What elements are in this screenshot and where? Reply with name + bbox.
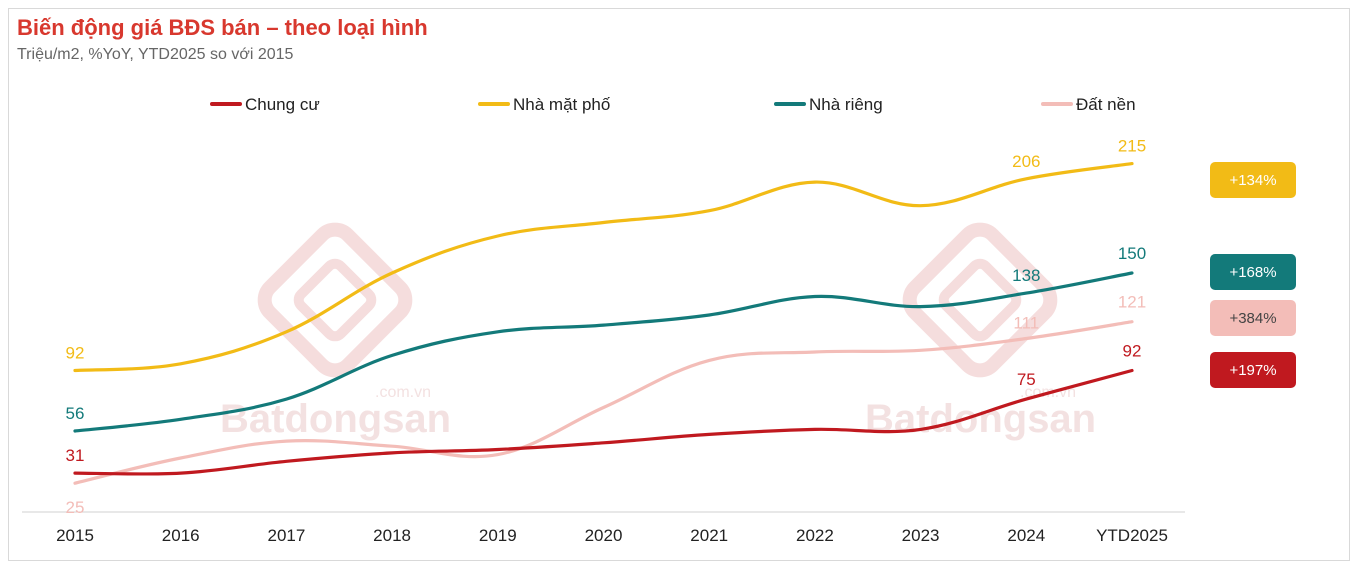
x-tick-label: 2015 — [56, 526, 94, 545]
legend-item: Nhà riêng — [774, 95, 883, 114]
badge-background — [1210, 300, 1296, 336]
x-tick-label: 2019 — [479, 526, 517, 545]
legend-item: Đất nền — [1041, 95, 1136, 114]
data-label: 56 — [66, 404, 85, 423]
x-tick-label: YTD2025 — [1096, 526, 1168, 545]
legend-label: Đất nền — [1076, 95, 1136, 114]
badge-label: +134% — [1229, 172, 1276, 189]
x-tick-label: 2023 — [902, 526, 940, 545]
series-line — [73, 320, 1134, 485]
watermark-logo: Batdongsan.com.vn — [865, 222, 1096, 441]
legend-label: Nhà riêng — [809, 95, 883, 114]
data-label: 121 — [1118, 293, 1146, 312]
change-badge: +168% — [1210, 254, 1296, 290]
data-label: 111 — [1013, 314, 1039, 333]
data-label: 150 — [1118, 244, 1146, 263]
legend: Chung cư Nhà mặt phố Nhà riêng Đất nền — [210, 95, 1136, 114]
data-label: 215 — [1118, 137, 1146, 156]
watermark-brand: Batdongsan — [220, 397, 451, 441]
data-label: 75 — [1017, 370, 1036, 389]
legend-label: Nhà mặt phố — [513, 95, 611, 114]
badge-label: +168% — [1229, 264, 1276, 281]
data-label: 92 — [66, 344, 85, 363]
data-label: 206 — [1012, 152, 1040, 171]
x-tick-label: 2022 — [796, 526, 834, 545]
change-badges: +197% +134% +168% +384% — [1210, 162, 1296, 388]
badge-label: +384% — [1229, 310, 1276, 327]
watermark-shape — [293, 258, 377, 342]
badge-background — [1210, 254, 1296, 290]
data-labels: 31 75 92 92 206 215 56 138 150 25 111 121 — [66, 137, 1147, 518]
watermark-domain: .com.vn — [375, 384, 431, 401]
x-tick-label: 2016 — [162, 526, 200, 545]
badge-background — [1210, 162, 1296, 198]
x-tick-label: 2021 — [690, 526, 728, 545]
legend-label: Chung cư — [245, 95, 320, 114]
series-line — [73, 271, 1134, 433]
x-tick-label: 2017 — [267, 526, 305, 545]
x-tick-label: 2018 — [373, 526, 411, 545]
watermark-logo: Batdongsan.com.vn — [220, 222, 451, 441]
data-label: 138 — [1012, 266, 1040, 285]
watermark-shape — [938, 258, 1022, 342]
data-label: 25 — [66, 498, 85, 517]
series-lines — [73, 162, 1134, 485]
x-tick-label: 2020 — [585, 526, 623, 545]
series-line — [73, 368, 1134, 476]
change-badge: +197% — [1210, 352, 1296, 388]
series-line — [73, 162, 1134, 373]
badge-label: +197% — [1229, 362, 1276, 379]
chart-title: Biến động giá BĐS bán – theo loại hình — [17, 15, 428, 40]
change-badge: +384% — [1210, 300, 1296, 336]
data-label: 31 — [66, 446, 85, 465]
badge-background — [1210, 352, 1296, 388]
watermark-shape — [257, 222, 413, 378]
chart-subtitle: Triệu/m2, %YoY, YTD2025 so với 2015 — [17, 46, 294, 63]
legend-item: Nhà mặt phố — [478, 95, 611, 114]
x-tick-label: 2024 — [1007, 526, 1045, 545]
watermark-brand: Batdongsan — [865, 397, 1096, 441]
legend-item: Chung cư — [210, 95, 320, 114]
x-axis-ticks: 2015 2016 2017 2018 2019 2020 2021 2022 2023 2024… — [56, 526, 1168, 545]
data-label: 92 — [1123, 342, 1142, 361]
change-badge: +134% — [1210, 162, 1296, 198]
